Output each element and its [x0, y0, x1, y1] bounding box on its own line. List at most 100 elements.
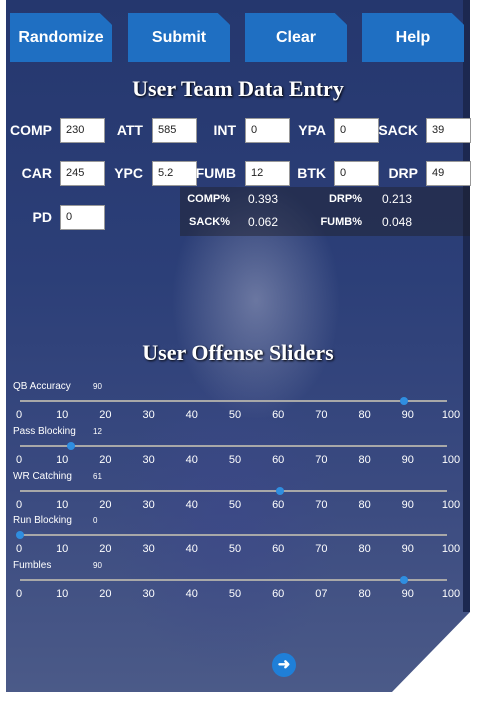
slider-scale-label: 100: [441, 543, 461, 555]
slider-scale-label: 60: [272, 543, 285, 555]
stat-label: COMP%: [187, 193, 230, 205]
slider-scale-label: 50: [228, 409, 242, 421]
slider-scale-label: 60: [272, 409, 285, 421]
field-input[interactable]: 49: [426, 161, 471, 186]
slider-scale-label: 90: [401, 543, 414, 555]
slider-label: Run Blocking: [13, 515, 72, 526]
field-label: BTK: [297, 165, 326, 181]
field-label: ATT: [116, 122, 143, 138]
slider-scale-label: 50: [228, 454, 242, 466]
slider-scale-label: 0: [15, 454, 23, 466]
slider-scale-label: 90: [401, 588, 414, 600]
field-input[interactable]: 0: [334, 118, 379, 143]
slider-scale-label: 30: [142, 588, 155, 600]
slider-scale-label: 60: [272, 588, 285, 600]
slider-scale-label: 30: [142, 454, 155, 466]
slider-scale-label: 100: [441, 499, 461, 511]
slider-scale-label: 40: [185, 588, 198, 600]
slider-scale-label: 0: [15, 499, 23, 511]
stat-label: DRP%: [328, 193, 362, 205]
slider-scale-label: 50: [228, 499, 242, 511]
sliders-title: User Offense Sliders: [142, 340, 334, 365]
field-input[interactable]: 0: [245, 118, 290, 143]
slider-scale-label: 80: [358, 454, 371, 466]
slider-track: [20, 490, 447, 492]
slider-scale-label: 0: [15, 409, 23, 421]
slider-scale-label: 20: [99, 454, 112, 466]
stat-value: 0.062: [248, 215, 279, 229]
slider-scale-label: 10: [56, 454, 69, 466]
button[interactable]: Help: [362, 13, 464, 62]
slider-value: 0: [93, 516, 98, 525]
slider-scale-label: 0: [15, 588, 23, 600]
slider-scale-label: 70: [315, 499, 328, 511]
slider-scale-label: 100: [441, 409, 461, 421]
slider-scale-label: 60: [272, 499, 285, 511]
slider-value: 90: [93, 561, 102, 570]
stat-value: 0.393: [248, 192, 279, 206]
slider-thumb[interactable]: [400, 576, 409, 584]
slider-scale-label: 80: [358, 543, 371, 555]
stat-label: SACK%: [189, 216, 230, 228]
stat-label: FUMB%: [320, 216, 362, 228]
slider-scale-label: 40: [185, 409, 198, 421]
slider-track: [20, 445, 447, 447]
field-label: SACK: [378, 122, 418, 138]
slider-scale-label: 40: [185, 499, 198, 511]
slider-scale-label: 80: [358, 588, 371, 600]
field-label: PD: [32, 209, 52, 225]
field-label: FUMB: [195, 165, 236, 181]
slider-scale-label: 50: [228, 543, 242, 555]
field-input[interactable]: 5.2: [152, 161, 197, 186]
next-button[interactable]: ➜: [272, 653, 296, 677]
button[interactable]: Clear: [245, 13, 347, 62]
slider-scale-label: 90: [401, 454, 414, 466]
slider-scale-label: 07: [315, 588, 328, 600]
field-input[interactable]: 230: [60, 118, 105, 143]
slider-scale-label: 40: [185, 454, 198, 466]
field-input[interactable]: 0: [60, 205, 105, 230]
slider-scale-label: 20: [99, 409, 112, 421]
slider-thumb[interactable]: [16, 531, 24, 539]
button[interactable]: Randomize: [10, 13, 112, 62]
stats-box: [180, 187, 470, 236]
slider-scale-label: 10: [56, 543, 69, 555]
slider-value: 90: [93, 382, 102, 391]
slider-track: [20, 400, 447, 402]
stat-value: 0.213: [382, 192, 413, 206]
slider-scale-label: 90: [401, 409, 414, 421]
panel-edge: [463, 0, 470, 612]
slider-scale-label: 100: [441, 588, 461, 600]
slider-scale-label: 70: [315, 543, 328, 555]
button[interactable]: Submit: [128, 13, 230, 62]
slider-scale-label: 50: [228, 588, 242, 600]
slider-scale-label: 90: [401, 499, 414, 511]
slider-thumb[interactable]: [67, 442, 76, 450]
slider-scale-label: 30: [142, 409, 155, 421]
slider-scale-label: 10: [56, 409, 69, 421]
slider-scale-label: 0: [15, 543, 23, 555]
field-input[interactable]: 0: [334, 161, 379, 186]
slider-value: 12: [93, 427, 102, 436]
field-label: YPC: [114, 165, 143, 181]
field-input[interactable]: 12: [245, 161, 290, 186]
slider-track: [20, 534, 447, 536]
slider-thumb[interactable]: [400, 397, 409, 405]
field-input[interactable]: 39: [426, 118, 471, 143]
field-input[interactable]: 585: [152, 118, 197, 143]
slider-track: [20, 579, 447, 581]
panel: [6, 0, 470, 692]
slider-thumb[interactable]: [276, 487, 285, 495]
slider-scale-label: 100: [441, 454, 461, 466]
slider-label: QB Accuracy: [13, 381, 71, 392]
field-input[interactable]: 245: [60, 161, 105, 186]
slider-scale-label: 20: [99, 543, 112, 555]
slider-scale-label: 70: [315, 409, 328, 421]
field-label: DRP: [388, 165, 418, 181]
slider-scale-label: 80: [358, 409, 371, 421]
field-label: CAR: [21, 165, 52, 181]
slider-scale-label: 80: [358, 499, 371, 511]
slider-scale-label: 70: [315, 454, 328, 466]
field-label: YPA: [298, 122, 326, 138]
